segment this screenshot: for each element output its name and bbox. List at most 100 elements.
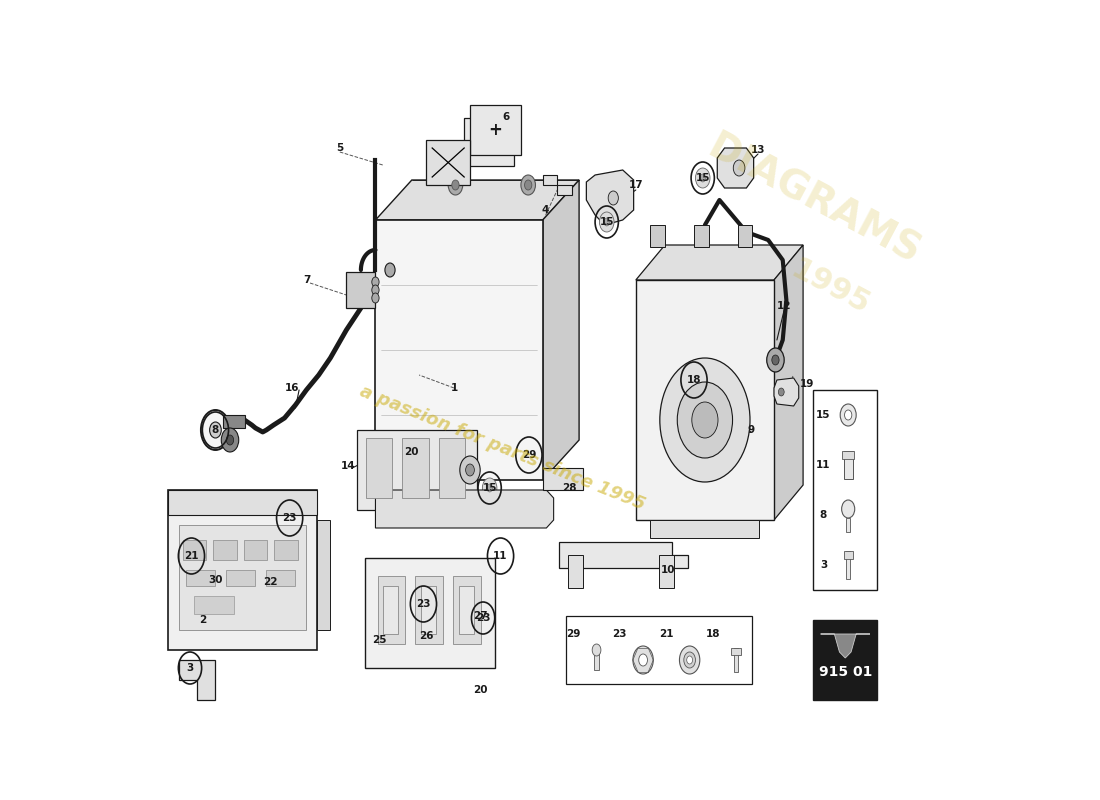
Bar [846, 518, 850, 532]
Text: 1995: 1995 [785, 255, 874, 321]
Ellipse shape [460, 456, 481, 484]
Text: 29: 29 [566, 629, 581, 639]
Text: 15: 15 [695, 173, 710, 183]
Text: 10: 10 [661, 565, 675, 575]
Polygon shape [774, 378, 799, 406]
Ellipse shape [779, 388, 784, 396]
Bar [470, 105, 521, 155]
Text: 8: 8 [820, 510, 827, 520]
Text: 20: 20 [405, 447, 419, 457]
Text: 17: 17 [628, 180, 643, 190]
Text: 4: 4 [542, 205, 549, 215]
Bar [694, 225, 708, 247]
Text: 23: 23 [476, 613, 491, 623]
Bar [227, 570, 255, 586]
Ellipse shape [608, 191, 618, 205]
Ellipse shape [767, 348, 784, 372]
Text: 11: 11 [493, 551, 508, 561]
Ellipse shape [700, 174, 705, 182]
Ellipse shape [842, 500, 855, 518]
Polygon shape [346, 272, 375, 308]
Text: +: + [488, 121, 503, 139]
Bar [183, 540, 206, 560]
Polygon shape [559, 542, 689, 568]
Ellipse shape [734, 160, 745, 176]
Bar [317, 520, 330, 630]
Bar [594, 650, 600, 670]
Text: 13: 13 [750, 145, 766, 155]
Bar [813, 620, 878, 700]
Polygon shape [821, 634, 870, 658]
Bar [266, 570, 296, 586]
Polygon shape [569, 555, 583, 588]
Text: 18: 18 [706, 629, 721, 639]
Polygon shape [659, 555, 673, 588]
Ellipse shape [639, 654, 648, 666]
Text: a passion for parts since 1995: a passion for parts since 1995 [356, 382, 647, 514]
Ellipse shape [684, 652, 695, 668]
Ellipse shape [486, 484, 493, 492]
Bar [843, 451, 854, 459]
Ellipse shape [227, 435, 233, 445]
Ellipse shape [448, 175, 463, 195]
Ellipse shape [840, 404, 856, 426]
Text: 19: 19 [800, 379, 814, 389]
Text: 14: 14 [341, 461, 355, 471]
Text: 12: 12 [777, 301, 791, 311]
Ellipse shape [201, 410, 230, 450]
Text: 15: 15 [600, 217, 614, 227]
Bar [846, 551, 850, 579]
Ellipse shape [465, 464, 474, 476]
Ellipse shape [695, 168, 710, 188]
Bar [650, 225, 664, 247]
Ellipse shape [632, 646, 653, 674]
Text: 8: 8 [212, 425, 219, 435]
Text: 11: 11 [816, 460, 831, 470]
Text: 3: 3 [820, 560, 827, 570]
Polygon shape [542, 175, 572, 195]
Bar [650, 520, 759, 538]
Text: 18: 18 [686, 375, 702, 385]
Text: 15: 15 [816, 410, 831, 420]
Polygon shape [774, 245, 803, 520]
Bar [439, 438, 465, 498]
Text: 30: 30 [208, 575, 222, 585]
Bar [421, 586, 436, 634]
Bar [168, 490, 317, 515]
Bar [244, 540, 267, 560]
Bar [427, 140, 470, 185]
Bar [732, 648, 741, 655]
Bar [844, 451, 852, 479]
Text: 2: 2 [199, 615, 206, 625]
Bar [734, 648, 738, 672]
Text: 20: 20 [473, 685, 487, 695]
Text: 22: 22 [264, 577, 278, 587]
Text: 7: 7 [304, 275, 311, 285]
Bar [403, 438, 429, 498]
Text: 5: 5 [337, 143, 343, 153]
Polygon shape [375, 490, 553, 528]
Bar [813, 390, 878, 590]
Text: DIAGRAMS: DIAGRAMS [701, 128, 927, 272]
Ellipse shape [385, 263, 395, 277]
Polygon shape [542, 180, 579, 480]
Ellipse shape [210, 422, 221, 438]
Ellipse shape [680, 646, 700, 674]
Text: 23: 23 [416, 599, 431, 609]
Ellipse shape [686, 656, 693, 664]
Polygon shape [375, 180, 579, 220]
Bar [375, 220, 542, 480]
Text: 27: 27 [473, 611, 487, 621]
Ellipse shape [372, 293, 379, 303]
Text: 23: 23 [613, 629, 627, 639]
Bar [358, 430, 477, 510]
Text: 915 01: 915 01 [818, 665, 872, 679]
Ellipse shape [692, 402, 718, 438]
Ellipse shape [221, 428, 239, 452]
Polygon shape [222, 415, 244, 428]
Text: 26: 26 [419, 631, 433, 641]
Bar [542, 468, 583, 490]
Polygon shape [717, 148, 754, 188]
Bar [566, 616, 752, 684]
Bar [366, 438, 393, 498]
